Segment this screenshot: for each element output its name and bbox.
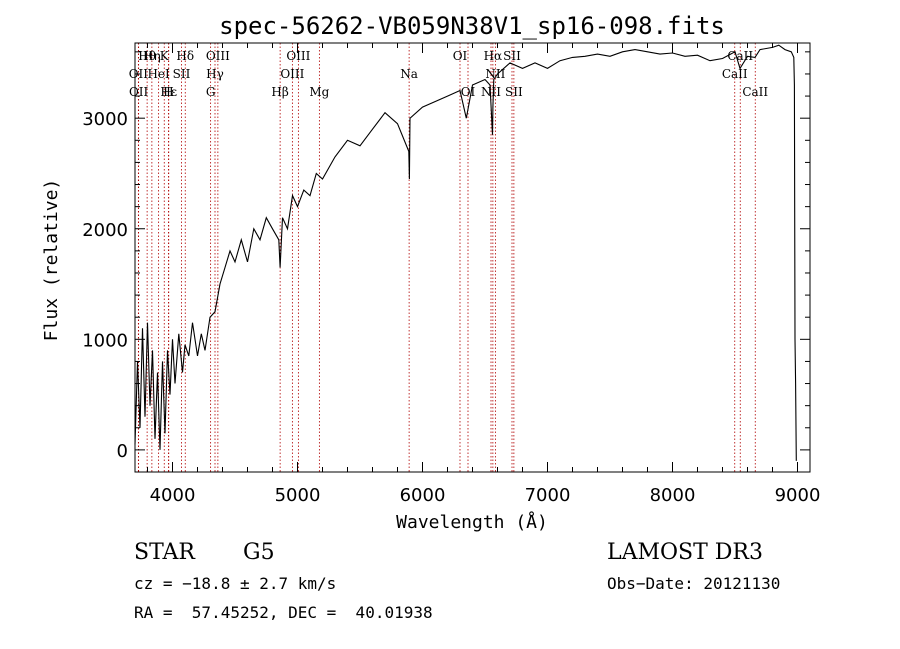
x-tick-label: 8000 <box>650 485 696 506</box>
object-class: STAR <box>134 540 195 565</box>
spectral-line-label: OI <box>461 85 476 99</box>
spectral-line-label: OI <box>453 49 468 63</box>
spectral-line-label: OIII <box>280 67 304 81</box>
object-subclass: G5 <box>243 540 275 565</box>
spectral-line-label: Hδ <box>176 49 194 63</box>
spectral-line-label: HeI <box>147 67 170 81</box>
spectral-line-markers <box>137 43 756 472</box>
spectral-line-label: Mg <box>309 85 329 99</box>
x-tick-label: 4000 <box>150 485 196 506</box>
y-tick-label: 2000 <box>82 220 128 241</box>
spectral-line-label: Hε <box>160 85 177 99</box>
x-tick-label: 7000 <box>525 485 571 506</box>
axis-ticks: 4000 5000 6000 7000 8000 9000 0 1000 2000 3000 <box>82 43 820 506</box>
spectral-line-label: Na <box>400 67 418 81</box>
spectral-line-label: OII <box>129 85 149 99</box>
spectral-line-label: SII <box>505 85 523 99</box>
spectral-line-label: Hθ <box>138 49 156 63</box>
spectral-line-label: CaII <box>727 49 753 63</box>
spectral-line-label: SII <box>503 49 521 63</box>
y-tick-label: 0 <box>117 441 128 462</box>
y-tick-label: 3000 <box>82 109 128 130</box>
y-tick-label: 1000 <box>82 330 128 351</box>
spectrum-series-line <box>134 44 797 461</box>
x-tick-label: 9000 <box>775 485 821 506</box>
spectral-line-label: SII <box>173 67 191 81</box>
y-axis-label: Flux (relative) <box>41 179 62 342</box>
observation-date: Obs−Date: 20121130 <box>607 574 781 593</box>
spectral-line-label: H <box>163 85 173 99</box>
chart-title: spec-56262-VB059N38V1_sp16-098.fits <box>219 12 725 40</box>
spectral-line-label: CaII <box>722 67 748 81</box>
spectral-line-label: CaII <box>742 85 768 99</box>
spectral-line-label: Hβ <box>271 85 288 99</box>
spectral-line-label: NII <box>481 85 501 99</box>
x-axis-label: Wavelength (Å) <box>396 511 548 533</box>
spectral-line-label: OIII <box>286 49 310 63</box>
spectral-line-label: Hη <box>143 49 161 63</box>
spectral-line-label: G <box>206 85 216 99</box>
redshift-cz: cz = −18.8 ± 2.7 km/s <box>134 574 337 593</box>
survey-name: LAMOST DR3 <box>607 540 763 565</box>
x-tick-label: 6000 <box>400 485 446 506</box>
coordinates: RA = 57.45252, DEC = 40.01938 <box>134 603 433 622</box>
spectral-line-label: Hα <box>484 49 503 63</box>
x-tick-label: 5000 <box>275 485 321 506</box>
spectral-line-label: K <box>160 49 170 63</box>
spectral-line-label: Hγ <box>206 67 224 81</box>
spectral-line-label: OIII <box>206 49 230 63</box>
spectral-line-label: NII <box>485 67 505 81</box>
